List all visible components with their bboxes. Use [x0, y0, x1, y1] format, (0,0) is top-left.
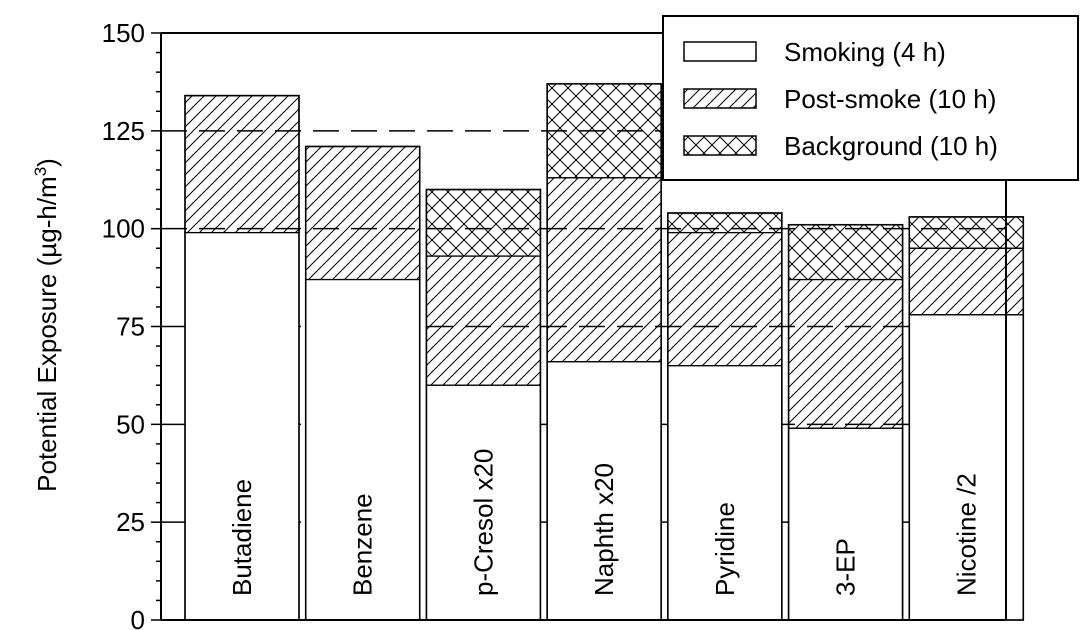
- svg-text:Potential Exposure (µg-h/m3): Potential Exposure (µg-h/m3): [31, 158, 62, 492]
- category-label-3: Naphth x20: [589, 463, 619, 596]
- bar-segment-post-smoke-0: [184, 95, 300, 234]
- category-label-4: Pyridine: [710, 502, 740, 596]
- category-label-1: Benzene: [348, 493, 378, 596]
- bar-2: p-Cresol x20: [425, 188, 542, 621]
- category-label-0: Butadiene: [227, 479, 257, 596]
- y-tick-label-100: 100: [102, 214, 145, 244]
- category-label-5: 3-EP: [831, 538, 861, 596]
- bar-0: Butadiene: [184, 94, 300, 621]
- bar-segment-background-4: [667, 212, 783, 234]
- bar-segment-smoking-1: [305, 278, 421, 621]
- legend: Smoking (4 h) Post-smoke (10 h) Backgrou…: [662, 15, 1079, 181]
- y-axis-title-text: Potential Exposure (µg-h/m: [32, 176, 62, 492]
- category-label-6: Nicotine /2: [951, 473, 981, 596]
- bar-3: Naphth x20: [546, 83, 662, 621]
- y-tick-label-0: 0: [131, 605, 145, 630]
- bar-segment-background-2: [425, 188, 542, 257]
- legend-swatch-post-smoke: [683, 88, 757, 109]
- bar-segment-post-smoke-2: [425, 255, 542, 386]
- y-tick-label-50: 50: [116, 409, 145, 439]
- y-axis-title-superscript: 3: [31, 167, 50, 176]
- y-tick-label-75: 75: [116, 312, 145, 342]
- bar-segment-smoking-2: [425, 384, 542, 621]
- bar-segment-post-smoke-3: [546, 177, 662, 363]
- legend-label-background: Background (10 h): [784, 131, 998, 161]
- legend-item-post-smoke: Post-smoke (10 h): [683, 84, 996, 114]
- category-label-2: p-Cresol x20: [468, 449, 498, 596]
- legend-item-background: Background (10 h): [683, 131, 998, 161]
- bar-segment-post-smoke-1: [305, 145, 421, 281]
- legend-item-smoking: Smoking (4 h): [683, 37, 946, 67]
- y-axis-title-tail: ): [32, 158, 62, 167]
- bar-1: Benzene: [304, 145, 421, 621]
- bar-segment-post-smoke-4: [667, 231, 783, 367]
- y-axis-title: Potential Exposure (µg-h/m3): [31, 158, 62, 492]
- bar-6: Nicotine /2: [908, 216, 1025, 621]
- bar-segment-post-smoke-6: [908, 247, 1024, 316]
- bar-segment-background-5: [787, 224, 904, 281]
- y-tick-label-150: 150: [102, 18, 145, 48]
- bar-segment-smoking-4: [667, 365, 783, 621]
- legend-swatch-smoking: [683, 41, 757, 62]
- bars-group: Butadiene Benzene p-Cresol x20 Naphth x20 Py…: [184, 83, 1025, 621]
- legend-label-post-smoke: Post-smoke (10 h): [784, 84, 996, 114]
- bar-4: Pyridine: [667, 212, 783, 621]
- y-tick-label-125: 125: [102, 116, 145, 146]
- bar-segment-post-smoke-5: [787, 278, 904, 429]
- legend-label-smoking: Smoking (4 h): [784, 37, 946, 67]
- bar-segment-background-3: [546, 83, 662, 179]
- legend-swatch-background: [683, 135, 757, 156]
- y-tick-label-25: 25: [116, 507, 145, 537]
- bar-5: 3-EP: [787, 223, 904, 621]
- bar-segment-smoking-0: [184, 231, 300, 621]
